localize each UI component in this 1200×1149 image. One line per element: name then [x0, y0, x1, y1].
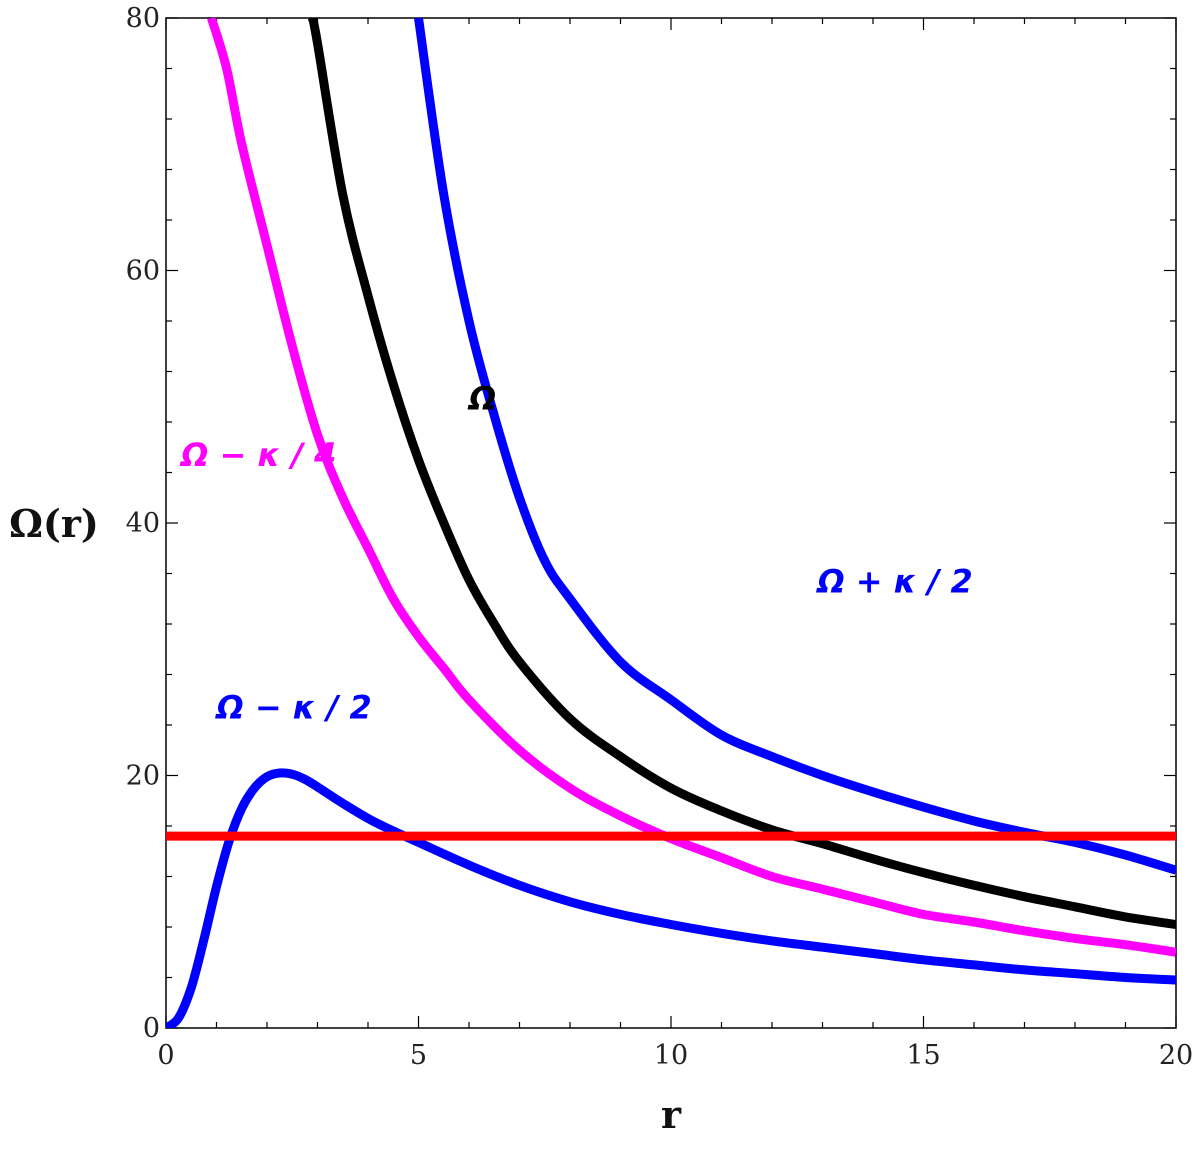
y-tick-label: 0: [143, 1013, 160, 1044]
x-axis-title: r: [661, 1092, 682, 1137]
series-line-omega: [308, 18, 1176, 929]
y-tick-label: 40: [126, 508, 160, 539]
x-tick-label: 10: [654, 1040, 688, 1071]
y-tick-label: 20: [126, 761, 160, 792]
x-tick-label: 20: [1159, 1040, 1193, 1071]
x-tick-label: 5: [410, 1040, 427, 1071]
x-tick-label: 15: [906, 1040, 940, 1071]
series-line-omega-plus-half-kappa: [414, 18, 1176, 875]
curves: [166, 18, 1176, 1028]
axis-ticks: [165, 17, 1177, 1029]
axis-tick-labels: 0 5 10 15 20 0 20 40 60 80: [126, 3, 1194, 1071]
plot-frame: [165, 17, 1177, 1029]
annotation-omega: Ω: [467, 379, 496, 417]
x-tick-label: 0: [157, 1040, 174, 1071]
curve-annotations: Ω Ω − κ / 4 Ω + κ / 2 Ω − κ / 2: [179, 379, 973, 726]
y-axis-title: Ω(r): [9, 501, 99, 546]
annotation-omega-plus-half-kappa: Ω + κ / 2: [815, 562, 972, 600]
y-tick-label: 80: [126, 3, 160, 34]
series-line-omega-minus-quarter-kappa: [207, 18, 1176, 957]
y-tick-label: 60: [126, 256, 160, 287]
annotation-omega-minus-quarter-kappa: Ω − κ / 4: [179, 436, 336, 474]
annotation-omega-minus-half-kappa: Ω − κ / 2: [215, 689, 372, 727]
